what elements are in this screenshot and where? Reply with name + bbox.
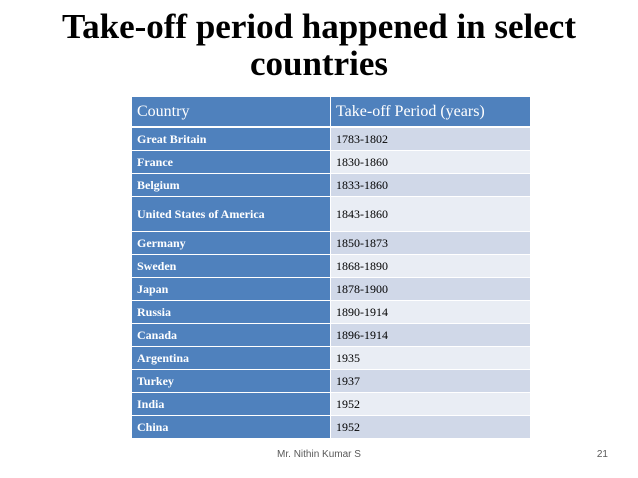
table-row: Russia 1890-1914 — [132, 300, 531, 324]
footer-author: Mr. Nithin Kumar S — [277, 449, 361, 460]
period-cell: 1830-1860 — [330, 150, 531, 174]
period-cell: 1890-1914 — [330, 300, 531, 324]
country-cell: Turkey — [132, 369, 331, 393]
slide-title: Take-off period happened in select count… — [61, 7, 576, 83]
country-cell: Belgium — [132, 173, 331, 197]
table-row: China 1952 — [132, 415, 531, 439]
country-cell: Sweden — [132, 254, 331, 278]
period-cell: 1952 — [330, 415, 531, 439]
period-cell: 1843-1860 — [330, 196, 531, 232]
country-cell: United States of America — [132, 196, 331, 232]
table-row: United States of America 1843-1860 — [132, 196, 531, 232]
country-cell: Canada — [132, 323, 331, 347]
country-cell: India — [132, 392, 331, 416]
country-cell: France — [132, 150, 331, 174]
period-cell: 1833-1860 — [330, 173, 531, 197]
country-cell: Russia — [132, 300, 331, 324]
table-row: Argentina 1935 — [132, 346, 531, 370]
slide-footer: Mr. Nithin Kumar S 21 — [0, 449, 638, 463]
period-cell: 1937 — [330, 369, 531, 393]
table-row: India 1952 — [132, 392, 531, 416]
period-cell: 1783-1802 — [330, 127, 531, 151]
table-row: Sweden 1868-1890 — [132, 254, 531, 278]
country-cell: Japan — [132, 277, 331, 301]
table-row: Japan 1878-1900 — [132, 277, 531, 301]
table-row: Canada 1896-1914 — [132, 323, 531, 347]
column-header-country: Country — [132, 97, 331, 128]
country-cell: Great Britain — [132, 127, 331, 151]
table-row: Turkey 1937 — [132, 369, 531, 393]
period-cell: 1868-1890 — [330, 254, 531, 278]
table-row: France 1830-1860 — [132, 150, 531, 174]
period-cell: 1878-1900 — [330, 277, 531, 301]
country-cell: Germany — [132, 231, 331, 255]
table-row: Great Britain 1783-1802 — [132, 127, 531, 151]
column-header-period: Take-off Period (years) — [330, 97, 531, 128]
page-number: 21 — [596, 449, 608, 460]
period-cell: 1935 — [330, 346, 531, 370]
country-cell: China — [132, 415, 331, 439]
table-row: Belgium 1833-1860 — [132, 173, 531, 197]
takeoff-table: Country Take-off Period (years) Great Br… — [132, 97, 531, 439]
period-cell: 1952 — [330, 392, 531, 416]
table-row: Germany 1850-1873 — [132, 231, 531, 255]
table-header-row: Country Take-off Period (years) — [132, 97, 531, 128]
period-cell: 1850-1873 — [330, 231, 531, 255]
period-cell: 1896-1914 — [330, 323, 531, 347]
country-cell: Argentina — [132, 346, 331, 370]
